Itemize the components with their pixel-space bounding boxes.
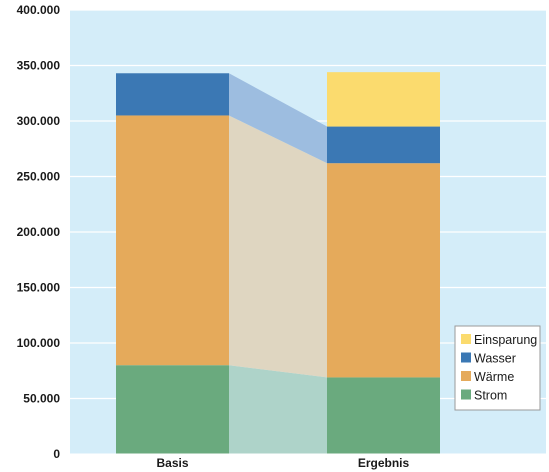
legend-swatch-einsparung	[461, 334, 471, 344]
x-category-label-ergebnis: Ergebnis	[358, 456, 410, 470]
bar-basis-wärme	[116, 115, 229, 366]
legend-swatch-wasser	[461, 352, 471, 363]
y-tick-label-2: 100.000	[17, 336, 61, 350]
legend-swatch-strom	[461, 389, 471, 400]
bar-basis-wasser	[116, 73, 229, 116]
legend-label-wärme: Wärme	[474, 370, 514, 384]
bar-ergebnis-wärme	[327, 163, 440, 378]
bar-basis-strom	[116, 365, 229, 454]
bar-ergebnis-einsparung	[327, 72, 440, 127]
y-tick-label-8: 400.000	[17, 3, 61, 17]
y-tick-label-1: 50.000	[23, 392, 60, 406]
y-tick-label-3: 150.000	[17, 281, 61, 295]
connector-wärme	[229, 115, 327, 378]
legend-label-strom: Strom	[474, 389, 507, 403]
legend-label-einsparung: Einsparung	[474, 333, 537, 347]
y-tick-label-0: 0	[53, 447, 60, 461]
y-tick-label-6: 300.000	[17, 114, 61, 128]
x-category-label-basis: Basis	[156, 456, 188, 470]
y-tick-label-4: 200.000	[17, 225, 61, 239]
legend-swatch-wärme	[461, 371, 471, 381]
y-tick-label-5: 250.000	[17, 170, 61, 184]
legend-label-wasser: Wasser	[474, 352, 516, 366]
bar-ergebnis-strom	[327, 377, 440, 454]
connector-wasser	[229, 73, 327, 164]
y-tick-label-7: 350.000	[17, 59, 61, 73]
bar-ergebnis-wasser	[327, 126, 440, 164]
connector-strom	[229, 365, 327, 454]
